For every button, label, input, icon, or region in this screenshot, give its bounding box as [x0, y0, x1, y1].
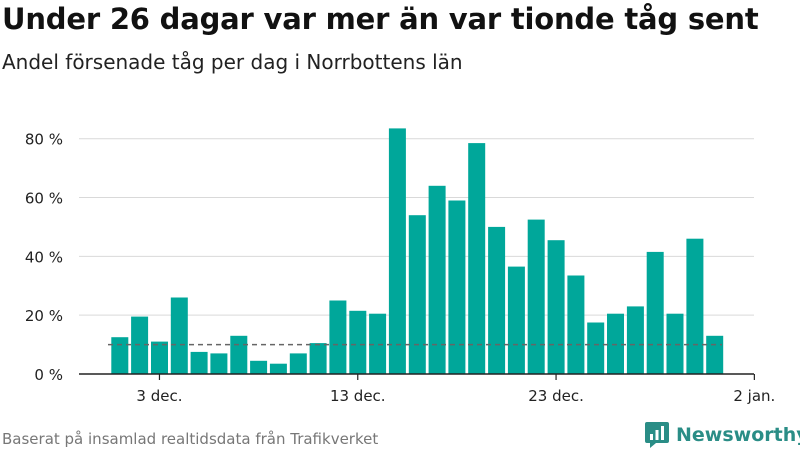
bar: [706, 335, 724, 374]
bar: [428, 185, 446, 374]
bar: [111, 337, 129, 374]
y-tick-label: 80 %: [25, 131, 63, 149]
bar: [626, 306, 644, 374]
bar: [329, 300, 347, 374]
bar: [488, 226, 506, 374]
x-tick-label: 13 dec.: [330, 387, 386, 405]
bar: [567, 275, 585, 374]
x-tick-label: 3 dec.: [136, 387, 182, 405]
x-tick-label: 2 jan.: [733, 387, 775, 405]
bar: [388, 128, 406, 374]
bar: [269, 363, 287, 374]
bar: [369, 313, 387, 374]
bar: [448, 200, 466, 374]
bar-chart: 0 % 20 % 40 % 60 % 80 % 3 dec. 13 dec. 23 dec. 2…: [25, 128, 775, 405]
source-note: Baserat på insamlad realtidsdata från Tr…: [2, 430, 379, 448]
bar: [587, 322, 605, 374]
newsworthy-brand: Newsworthy: [644, 420, 800, 450]
bar: [527, 219, 545, 374]
bar: [210, 353, 228, 374]
x-tick-label: 23 dec.: [528, 387, 584, 405]
bar: [547, 240, 565, 374]
bar: [230, 335, 248, 374]
bar: [170, 297, 188, 374]
y-tick-label: 60 %: [25, 190, 63, 208]
bar: [646, 251, 664, 374]
brand-name: Newsworthy: [676, 424, 800, 446]
bar: [151, 341, 168, 374]
bar: [250, 360, 268, 374]
chart-title: Under 26 dagar var mer än var tionde tåg…: [2, 2, 759, 36]
bar: [507, 266, 525, 374]
bar: [408, 215, 426, 374]
bar: [349, 310, 367, 374]
bar: [686, 238, 704, 374]
bar: [190, 351, 208, 374]
bar: [309, 343, 327, 374]
newsworthy-logo-icon: [645, 422, 669, 448]
chart-subtitle: Andel försenade tåg per dag i Norrbotten…: [2, 50, 463, 74]
bar: [289, 353, 307, 374]
bar: [468, 143, 486, 374]
y-tick-label: 40 %: [25, 248, 63, 266]
y-tick-label: 0 %: [34, 366, 63, 384]
y-tick-label: 20 %: [25, 307, 63, 325]
